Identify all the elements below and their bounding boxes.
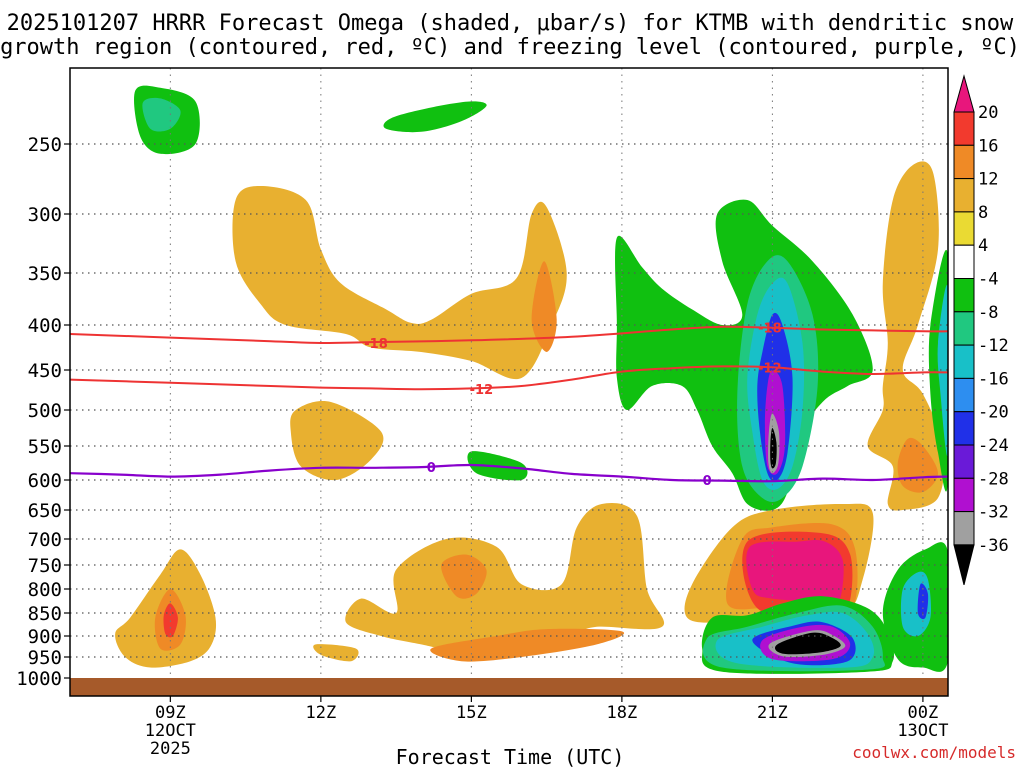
colorbar-segment-5 [953, 244, 975, 279]
colorbar: 20 16 12 8 4 -4 -8 -12 -16 -20 -24 -28 -32 -36 [953, 74, 1009, 586]
omega-region-yellow-right-tall [867, 161, 945, 511]
colorbar-label-4: 4 [978, 236, 988, 256]
colorbar-bottom-arrow [953, 544, 975, 586]
y-tick-label-650: 650 [28, 500, 62, 522]
plot-frame [69, 67, 949, 697]
omega-region-green-top-mid [383, 101, 487, 133]
colorbar-segment-12 [953, 477, 975, 513]
x-axis-label: Forecast Time (UTC) [396, 745, 625, 768]
dgz-contour--18 [70, 325, 948, 345]
colorbar-segment-7 [953, 311, 975, 346]
colorbar-segment-1 [953, 111, 975, 146]
chart-title-line2: growth region (contoured, red, ºC) and f… [0, 35, 1020, 60]
omega-region-yellow-wide-low [345, 503, 665, 653]
chart-title-line1: 2025101207 HRRR Forecast Omega (shaded, … [7, 11, 1014, 36]
ground-surface-bar [70, 678, 948, 696]
x-tick-label-09Z: 09Z [155, 703, 186, 723]
omega-region-orange-strip-900 [430, 628, 625, 662]
x-tick-date-09Z: 12OCT [145, 721, 196, 741]
omega-region-magenta-right-low-big [746, 540, 844, 603]
colorbar-segment-4 [953, 211, 975, 246]
colorbar-label-20: 20 [978, 103, 998, 123]
omega-region-orange-upper [531, 261, 557, 352]
omega-region-orange-wide-low [441, 554, 487, 599]
colorbar-top-arrow [953, 74, 975, 113]
x-tick-label-12Z: 12Z [305, 703, 336, 723]
y-tick-label-750: 750 [28, 555, 62, 577]
x-tick-date-00Z: 13OCT [897, 721, 948, 741]
omega-region-yellow-mid-low-blob [290, 400, 384, 481]
credit-text: coolwx.com/models [852, 743, 1016, 762]
colorbar-label-12: 12 [978, 170, 998, 190]
y-tick-label-500: 500 [28, 400, 62, 422]
contour-label-3: -12 [758, 361, 782, 376]
colorbar-label--12: -12 [978, 336, 1009, 356]
colorbar-label--20: -20 [978, 403, 1009, 423]
y-tick-label-850: 850 [28, 603, 62, 625]
contour-label-4: 0 [427, 461, 436, 476]
omega-region-teal-right-edge [937, 285, 948, 456]
colorbar-segment-2 [953, 144, 975, 180]
omega-region-red-lower-left [163, 603, 178, 638]
contour-label-1: -18 [758, 322, 782, 337]
omega-region-teal-top-left [142, 97, 181, 132]
x-tick-year-09Z: 2025 [150, 739, 191, 759]
colorbar-segment-9 [953, 377, 975, 413]
colorbar-label-16: 16 [978, 136, 998, 156]
x-tick-label-18Z: 18Z [607, 703, 638, 723]
colorbar-segment-8 [953, 344, 975, 379]
y-axis: 2503003504004505005506006507007508008509… [16, 134, 70, 690]
y-tick-label-700: 700 [28, 529, 62, 551]
x-tick-label-21Z: 21Z [757, 703, 788, 723]
x-tick-label-15Z: 15Z [456, 703, 487, 723]
dgz-contour--12 [70, 365, 948, 391]
colorbar-label--4: -4 [978, 270, 998, 290]
y-tick-label-550: 550 [28, 436, 62, 458]
contour-label-5: 0 [703, 474, 712, 489]
contour-label-0: -18 [364, 337, 388, 352]
colorbar-label--8: -8 [978, 303, 998, 323]
y-tick-label-250: 250 [28, 134, 62, 156]
x-tick-label-00Z: 00Z [908, 703, 939, 723]
colorbar-segment-3 [953, 178, 975, 213]
omega-region-yellow-upper [232, 186, 567, 380]
colorbar-label--16: -16 [978, 369, 1009, 389]
y-tick-label-350: 350 [28, 263, 62, 285]
y-tick-label-900: 900 [28, 626, 62, 648]
contour-label-2: -12 [470, 383, 494, 398]
y-tick-label-300: 300 [28, 204, 62, 226]
colorbar-label--36: -36 [978, 536, 1009, 556]
freezing-level-contour [70, 463, 948, 483]
y-tick-label-450: 450 [28, 360, 62, 382]
omega-region-black-column [770, 428, 777, 469]
colorbar-segment-13 [953, 511, 975, 546]
omega-shading-layer [115, 85, 948, 674]
y-tick-label-800: 800 [28, 579, 62, 601]
colorbar-label-8: 8 [978, 203, 988, 223]
colorbar-label--28: -28 [978, 469, 1009, 489]
y-tick-label-1000: 1000 [16, 668, 62, 690]
temperature-contours: -18 -18 -12 -12 0 0 [70, 322, 948, 489]
colorbar-label--24: -24 [978, 436, 1009, 456]
colorbar-segment-11 [953, 444, 975, 479]
colorbar-segment-10 [953, 411, 975, 446]
colorbar-label--32: -32 [978, 503, 1009, 523]
gridlines [70, 68, 948, 678]
y-tick-label-600: 600 [28, 470, 62, 492]
y-tick-label-950: 950 [28, 647, 62, 669]
colorbar-segment-6 [953, 278, 975, 313]
y-tick-label-400: 400 [28, 315, 62, 337]
omega-region-black-bottom-right [774, 632, 841, 655]
